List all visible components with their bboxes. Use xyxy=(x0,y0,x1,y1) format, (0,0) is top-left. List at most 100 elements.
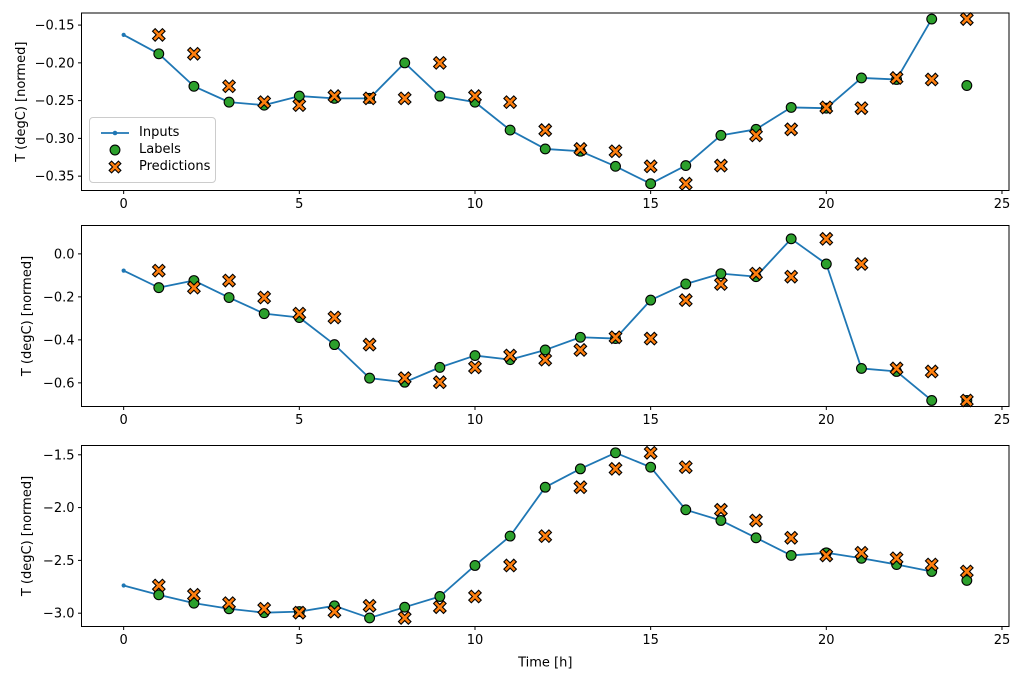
predictions-marker xyxy=(467,360,483,375)
legend: Inputs Labels Predictions xyxy=(89,117,216,183)
labels-marker xyxy=(364,372,376,384)
labels-marker xyxy=(469,560,481,571)
legend-label-inputs: Inputs xyxy=(139,124,180,140)
y-tick-label: −0.35 xyxy=(35,170,75,185)
x-tick-label: 20 xyxy=(818,633,835,648)
labels-marker xyxy=(293,90,305,102)
predictions-marker xyxy=(713,158,728,173)
predictions-marker xyxy=(608,144,623,159)
labels-marker xyxy=(961,80,973,91)
predictions-marker xyxy=(503,558,518,573)
labels-marker xyxy=(926,395,938,406)
predictions-marker xyxy=(749,128,764,143)
labels-marker xyxy=(610,447,621,459)
y-axis-label: T (degC) [normed] xyxy=(14,42,29,163)
inputs-line xyxy=(122,237,933,402)
labels-marker xyxy=(785,101,797,113)
predictions-marker xyxy=(538,352,553,367)
x-tick-label: 0 xyxy=(120,633,128,648)
labels-marker xyxy=(715,515,727,526)
predictions-marker xyxy=(889,551,904,566)
predictions-marker xyxy=(432,55,447,70)
predictions-marker xyxy=(186,46,201,61)
inputs-point xyxy=(121,583,126,588)
predictions-marker xyxy=(397,91,412,106)
labels-marker xyxy=(223,292,235,303)
predictions-marker xyxy=(678,460,693,475)
x-tick-label: 20 xyxy=(818,197,835,212)
predictions-marker xyxy=(678,293,693,308)
labels-marker xyxy=(539,481,551,493)
labels-marker xyxy=(645,178,657,190)
labels-marker xyxy=(680,160,692,172)
predictions-marker xyxy=(749,266,764,281)
predictions-marker xyxy=(573,342,588,358)
labels-marker xyxy=(926,13,938,25)
predictions-marker xyxy=(257,601,272,616)
predictions-marker xyxy=(959,12,974,27)
predictions-marker xyxy=(608,330,623,345)
predictions-marker xyxy=(643,445,658,460)
y-tick-label: −0.20 xyxy=(35,56,75,71)
labels-marker xyxy=(785,549,797,561)
predictions-marker xyxy=(713,502,728,517)
predictions-marker xyxy=(292,98,307,113)
y-axis-label: T (degC) [normed] xyxy=(20,476,35,597)
legend-item-predictions: Predictions xyxy=(99,159,210,176)
predictions-marker xyxy=(678,176,693,191)
labels-circle-sample xyxy=(109,144,121,156)
labels-marker xyxy=(153,48,165,60)
x-tick-label: 25 xyxy=(994,413,1011,428)
labels-marker xyxy=(750,532,762,544)
predictions-marker xyxy=(959,393,974,408)
x-tick-label: 15 xyxy=(642,197,659,212)
predictions-marker xyxy=(186,280,201,295)
y-tick-label: 0.0 xyxy=(54,247,75,262)
labels-marker xyxy=(855,363,867,374)
predictions-marker xyxy=(397,610,412,625)
x-tick-label: 20 xyxy=(818,413,835,428)
y-tick-label: −0.2 xyxy=(43,290,75,305)
predictions-marker xyxy=(327,89,342,104)
labels-marker xyxy=(574,463,586,475)
predictions-marker xyxy=(749,513,764,528)
predictions-marker xyxy=(432,600,447,615)
x-tick-label: 15 xyxy=(642,633,659,648)
predictions-marker xyxy=(257,290,272,305)
labels-marker xyxy=(223,96,235,108)
predictions-marker xyxy=(889,70,904,85)
labels-marker xyxy=(574,331,586,343)
predictions-marker xyxy=(503,348,518,363)
predictions-marker xyxy=(222,79,237,94)
labels-marker xyxy=(469,350,481,362)
labels-marker xyxy=(504,530,516,542)
predictions-marker xyxy=(397,371,412,386)
predictions-marker xyxy=(854,545,869,560)
predictions-marker xyxy=(362,91,377,106)
predictions-marker xyxy=(784,122,799,137)
predictions-marker xyxy=(186,587,201,602)
predictions-marker xyxy=(151,27,166,42)
subplot-1: 0 5 10 15 20 25 −0.15 −0.20 −0.25 −0.30 −0.35 T (de… xyxy=(14,12,1010,212)
legend-item-inputs: Inputs xyxy=(99,124,207,141)
labels-marker xyxy=(258,308,270,320)
predictions-marker xyxy=(538,123,553,138)
labels-marker xyxy=(610,160,621,172)
labels-marker xyxy=(434,591,446,602)
y-tick-label: −0.15 xyxy=(35,19,75,34)
inputs-point xyxy=(121,268,126,273)
labels-marker xyxy=(434,361,446,373)
plot-area xyxy=(81,225,1010,407)
subplot-3: 0 5 10 15 20 25 −1.5 −2.0 −2.5 −3.0 T (degC) [norm… xyxy=(20,445,1010,671)
labels-marker xyxy=(715,268,727,280)
predictions-marker xyxy=(362,337,377,352)
plot-area xyxy=(81,12,1010,191)
labels-marker xyxy=(329,339,340,351)
predictions-marker xyxy=(573,141,588,156)
x-tick-label: 10 xyxy=(467,413,484,428)
labels-marker xyxy=(680,504,692,516)
labels-marker xyxy=(188,80,200,92)
predictions-marker xyxy=(503,95,518,110)
y-tick-label: −0.6 xyxy=(43,376,75,391)
